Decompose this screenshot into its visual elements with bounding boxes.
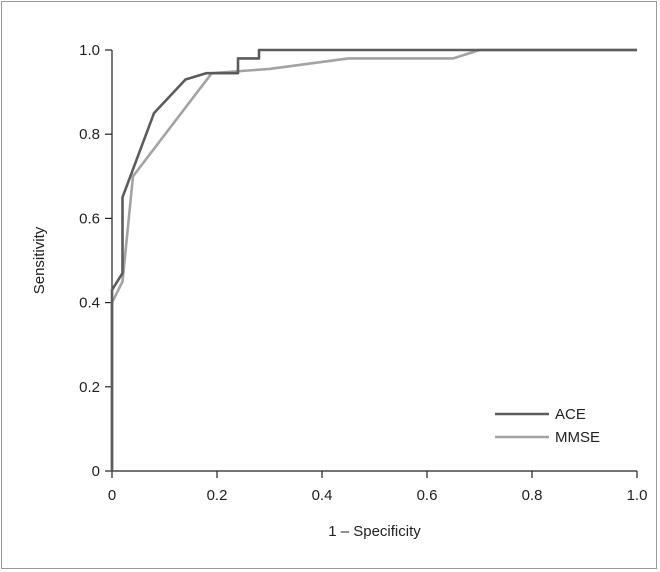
x-tick-label: 0.4 [312,487,333,504]
x-tick-label: 0.2 [207,487,228,504]
series-line-ace [110,48,637,471]
y-axis: 0 0.2 0.4 0.6 0.8 1.0 [79,42,113,480]
legend: ACE MMSE [495,406,600,446]
series-line-mmse [110,48,637,471]
series-layer [110,48,637,471]
x-axis-title: 1 – Specificity [328,523,421,540]
y-tick-label: 0.4 [79,295,100,312]
y-axis-title: Sensitivity [31,226,48,294]
y-tick-label: 0 [92,463,100,480]
x-tick-label: 0.8 [522,487,543,504]
legend-label-mmse: MMSE [555,429,600,446]
y-tick-label: 0.8 [79,126,100,143]
x-tick-label: 1.0 [627,487,648,504]
x-axis: 0 0.2 0.4 0.6 0.8 1.0 [108,470,648,504]
legend-label-ace: ACE [555,406,586,423]
y-tick-label: 1.0 [79,42,100,59]
y-tick-label: 0.6 [79,210,100,227]
x-tick-label: 0.6 [417,487,438,504]
y-tick-label: 0.2 [79,379,100,396]
x-tick-label: 0 [108,487,116,504]
